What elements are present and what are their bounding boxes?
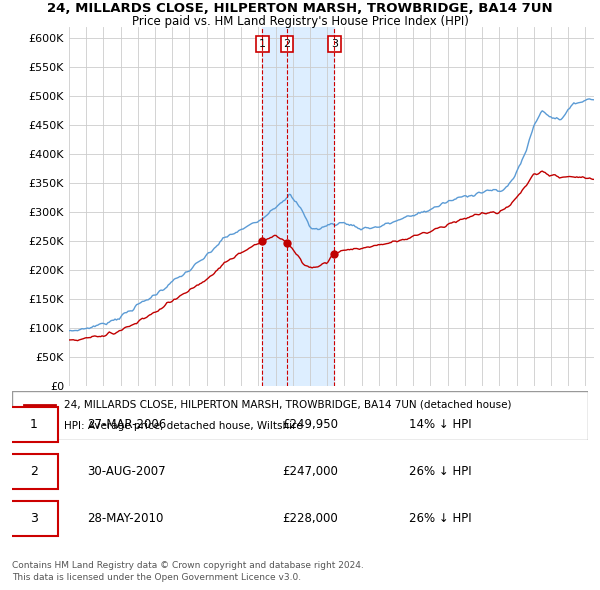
- Text: 3: 3: [29, 512, 38, 525]
- Text: 1: 1: [259, 39, 266, 49]
- FancyBboxPatch shape: [12, 391, 588, 440]
- Text: 2: 2: [29, 465, 38, 478]
- Text: £247,000: £247,000: [283, 465, 338, 478]
- Text: 24, MILLARDS CLOSE, HILPERTON MARSH, TROWBRIDGE, BA14 7UN (detached house): 24, MILLARDS CLOSE, HILPERTON MARSH, TRO…: [64, 399, 511, 409]
- FancyBboxPatch shape: [9, 501, 58, 536]
- Text: Contains HM Land Registry data © Crown copyright and database right 2024.: Contains HM Land Registry data © Crown c…: [12, 560, 364, 569]
- FancyBboxPatch shape: [9, 407, 58, 442]
- Text: 14% ↓ HPI: 14% ↓ HPI: [409, 418, 472, 431]
- Text: 26% ↓ HPI: 26% ↓ HPI: [409, 512, 472, 525]
- Text: HPI: Average price, detached house, Wiltshire: HPI: Average price, detached house, Wilt…: [64, 421, 302, 431]
- Text: £228,000: £228,000: [283, 512, 338, 525]
- Text: 28-MAY-2010: 28-MAY-2010: [87, 512, 163, 525]
- Text: 24, MILLARDS CLOSE, HILPERTON MARSH, TROWBRIDGE, BA14 7UN: 24, MILLARDS CLOSE, HILPERTON MARSH, TRO…: [47, 2, 553, 15]
- Text: This data is licensed under the Open Government Licence v3.0.: This data is licensed under the Open Gov…: [12, 573, 301, 582]
- Text: Price paid vs. HM Land Registry's House Price Index (HPI): Price paid vs. HM Land Registry's House …: [131, 15, 469, 28]
- Text: £249,950: £249,950: [283, 418, 339, 431]
- Bar: [262, 27, 334, 386]
- Text: 26% ↓ HPI: 26% ↓ HPI: [409, 465, 472, 478]
- Text: 1: 1: [29, 418, 38, 431]
- Text: 27-MAR-2006: 27-MAR-2006: [87, 418, 166, 431]
- FancyBboxPatch shape: [9, 454, 58, 489]
- Text: 30-AUG-2007: 30-AUG-2007: [87, 465, 166, 478]
- Text: 3: 3: [331, 39, 338, 49]
- Text: 2: 2: [283, 39, 290, 49]
